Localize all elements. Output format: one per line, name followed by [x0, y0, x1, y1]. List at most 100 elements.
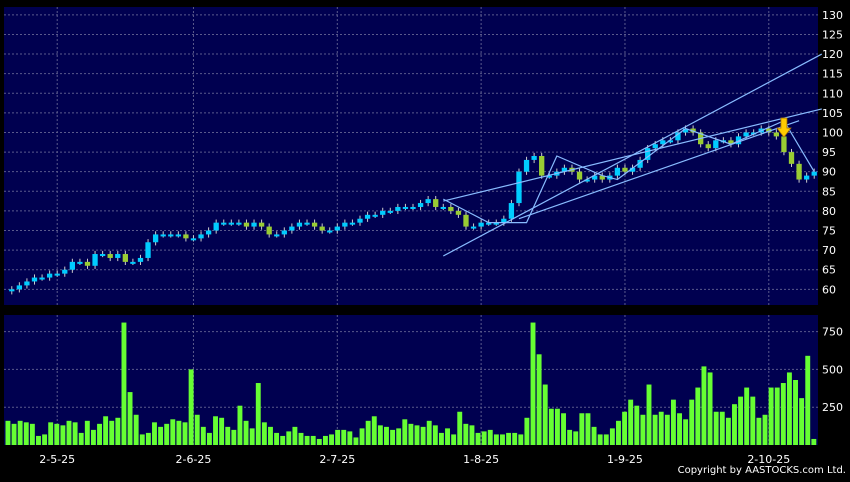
- price-tick-label: 70: [822, 244, 836, 257]
- volume-bar: [683, 419, 689, 445]
- volume-bar: [261, 422, 267, 445]
- volume-bar: [219, 417, 225, 445]
- candle-body: [175, 234, 181, 237]
- volume-bar: [670, 399, 676, 445]
- volume-bar: [420, 426, 426, 445]
- candle-body: [168, 234, 174, 237]
- candle-body: [31, 277, 38, 282]
- price-tick-label: 125: [822, 28, 843, 41]
- volume-bar: [762, 414, 768, 445]
- date-tick-label: 1-9-25: [607, 453, 643, 466]
- date-tick-label: 2-5-25: [39, 453, 75, 466]
- candle-body: [781, 136, 787, 153]
- candle-body: [62, 269, 68, 274]
- candle-body: [364, 214, 371, 219]
- candle-body: [766, 128, 772, 133]
- candle-body: [417, 203, 424, 207]
- candle-body: [713, 140, 719, 149]
- volume-bar: [451, 434, 457, 445]
- volume-bar: [664, 414, 670, 445]
- candlesticks: [9, 125, 817, 295]
- volume-bar: [322, 435, 328, 445]
- candle-body: [660, 140, 666, 145]
- candle-body: [54, 273, 60, 276]
- volume-bar: [554, 408, 560, 445]
- volume-bar: [225, 426, 231, 445]
- volume-bar: [347, 431, 353, 445]
- candle-body: [258, 222, 265, 227]
- volume-bar: [237, 405, 243, 445]
- candle-body: [99, 254, 106, 257]
- candle-body: [501, 218, 507, 223]
- volume-bar: [304, 435, 310, 445]
- volume-bar: [103, 416, 109, 445]
- candle-body: [387, 210, 393, 213]
- candle-body: [743, 132, 749, 137]
- candle-body: [667, 140, 674, 143]
- volume-bar: [579, 413, 585, 445]
- candle-body: [675, 132, 681, 141]
- price-tick-label: 130: [822, 9, 843, 22]
- volume-bar: [811, 438, 817, 445]
- volume-bar: [188, 369, 194, 445]
- volume-bar: [335, 429, 341, 445]
- candle-body: [152, 234, 159, 243]
- candle-body: [243, 222, 250, 227]
- candle-body: [584, 179, 590, 182]
- candle-body: [652, 144, 658, 149]
- candle-body: [92, 254, 98, 266]
- candle-body: [599, 175, 605, 180]
- volume-tick-label: 250: [822, 401, 843, 414]
- candle-body: [811, 171, 817, 176]
- volume-bar: [341, 429, 347, 445]
- volume-bar: [127, 392, 133, 445]
- volume-bar: [170, 419, 176, 445]
- volume-bar: [384, 426, 389, 445]
- volume-bar: [36, 435, 41, 445]
- volume-bar: [780, 383, 786, 445]
- volume-bar: [603, 434, 609, 445]
- candle-body: [357, 218, 363, 223]
- candle-body: [281, 230, 287, 235]
- candle-body: [523, 159, 530, 172]
- volume-bar: [738, 396, 744, 445]
- volume-bar: [402, 419, 408, 445]
- volume-bar: [90, 429, 96, 445]
- volume-bar: [133, 414, 139, 445]
- volume-bar: [377, 425, 383, 445]
- volume-bar: [506, 432, 512, 445]
- volume-bar: [719, 411, 725, 445]
- volume-bar: [713, 411, 719, 445]
- candle-body: [137, 257, 144, 262]
- zigzag-line: [443, 119, 815, 224]
- candle-body: [539, 156, 545, 176]
- candle-body: [46, 273, 53, 278]
- volume-bar: [231, 429, 237, 445]
- copyright-text: Copyright by AASTOCKS.com Ltd.: [677, 465, 846, 476]
- candle-body: [9, 289, 15, 292]
- volume-bar: [121, 322, 127, 445]
- volume-bar: [158, 426, 164, 445]
- date-tick-label: 2-7-25: [319, 453, 355, 466]
- candle-body: [478, 222, 484, 227]
- volume-bar: [243, 420, 249, 445]
- candle-body: [645, 148, 651, 160]
- candle-body: [803, 175, 810, 180]
- candle-body: [122, 254, 128, 262]
- candle-body: [183, 234, 189, 239]
- volume-bar: [316, 438, 322, 445]
- candle-body: [266, 226, 272, 235]
- candle-body: [410, 206, 416, 209]
- volume-bar: [493, 434, 499, 445]
- volume-bar: [597, 434, 603, 445]
- volume-bar: [23, 422, 29, 445]
- candle-body: [486, 222, 492, 225]
- volume-bar: [200, 426, 206, 445]
- volume-bar: [17, 420, 23, 445]
- volume-tick-label: 750: [822, 326, 843, 339]
- volume-bar: [255, 383, 261, 445]
- volume-bar: [512, 432, 518, 445]
- price-tick-label: 120: [822, 48, 843, 61]
- volume-bar: [176, 420, 182, 445]
- volume-bar: [414, 425, 420, 445]
